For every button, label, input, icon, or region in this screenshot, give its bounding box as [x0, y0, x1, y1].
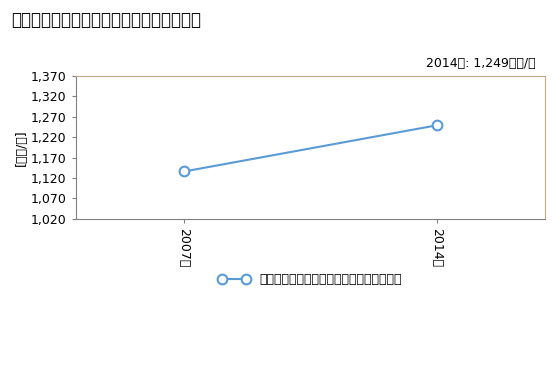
Text: 2014年: 1,249万円/人: 2014年: 1,249万円/人 — [426, 57, 535, 70]
Text: 小売業の従業者一人当たり年間商品販売額: 小売業の従業者一人当たり年間商品販売額 — [11, 11, 201, 29]
Y-axis label: [万円/人]: [万円/人] — [15, 129, 28, 166]
小売業の従業者一人当たり年間商品販売額 — [433, 123, 440, 127]
小売業の従業者一人当たり年間商品販売額 — [181, 169, 188, 174]
Legend: 小売業の従業者一人当たり年間商品販売額: 小売業の従業者一人当たり年間商品販売額 — [213, 268, 407, 291]
Line: 小売業の従業者一人当たり年間商品販売額: 小売業の従業者一人当たり年間商品販売額 — [179, 120, 441, 176]
